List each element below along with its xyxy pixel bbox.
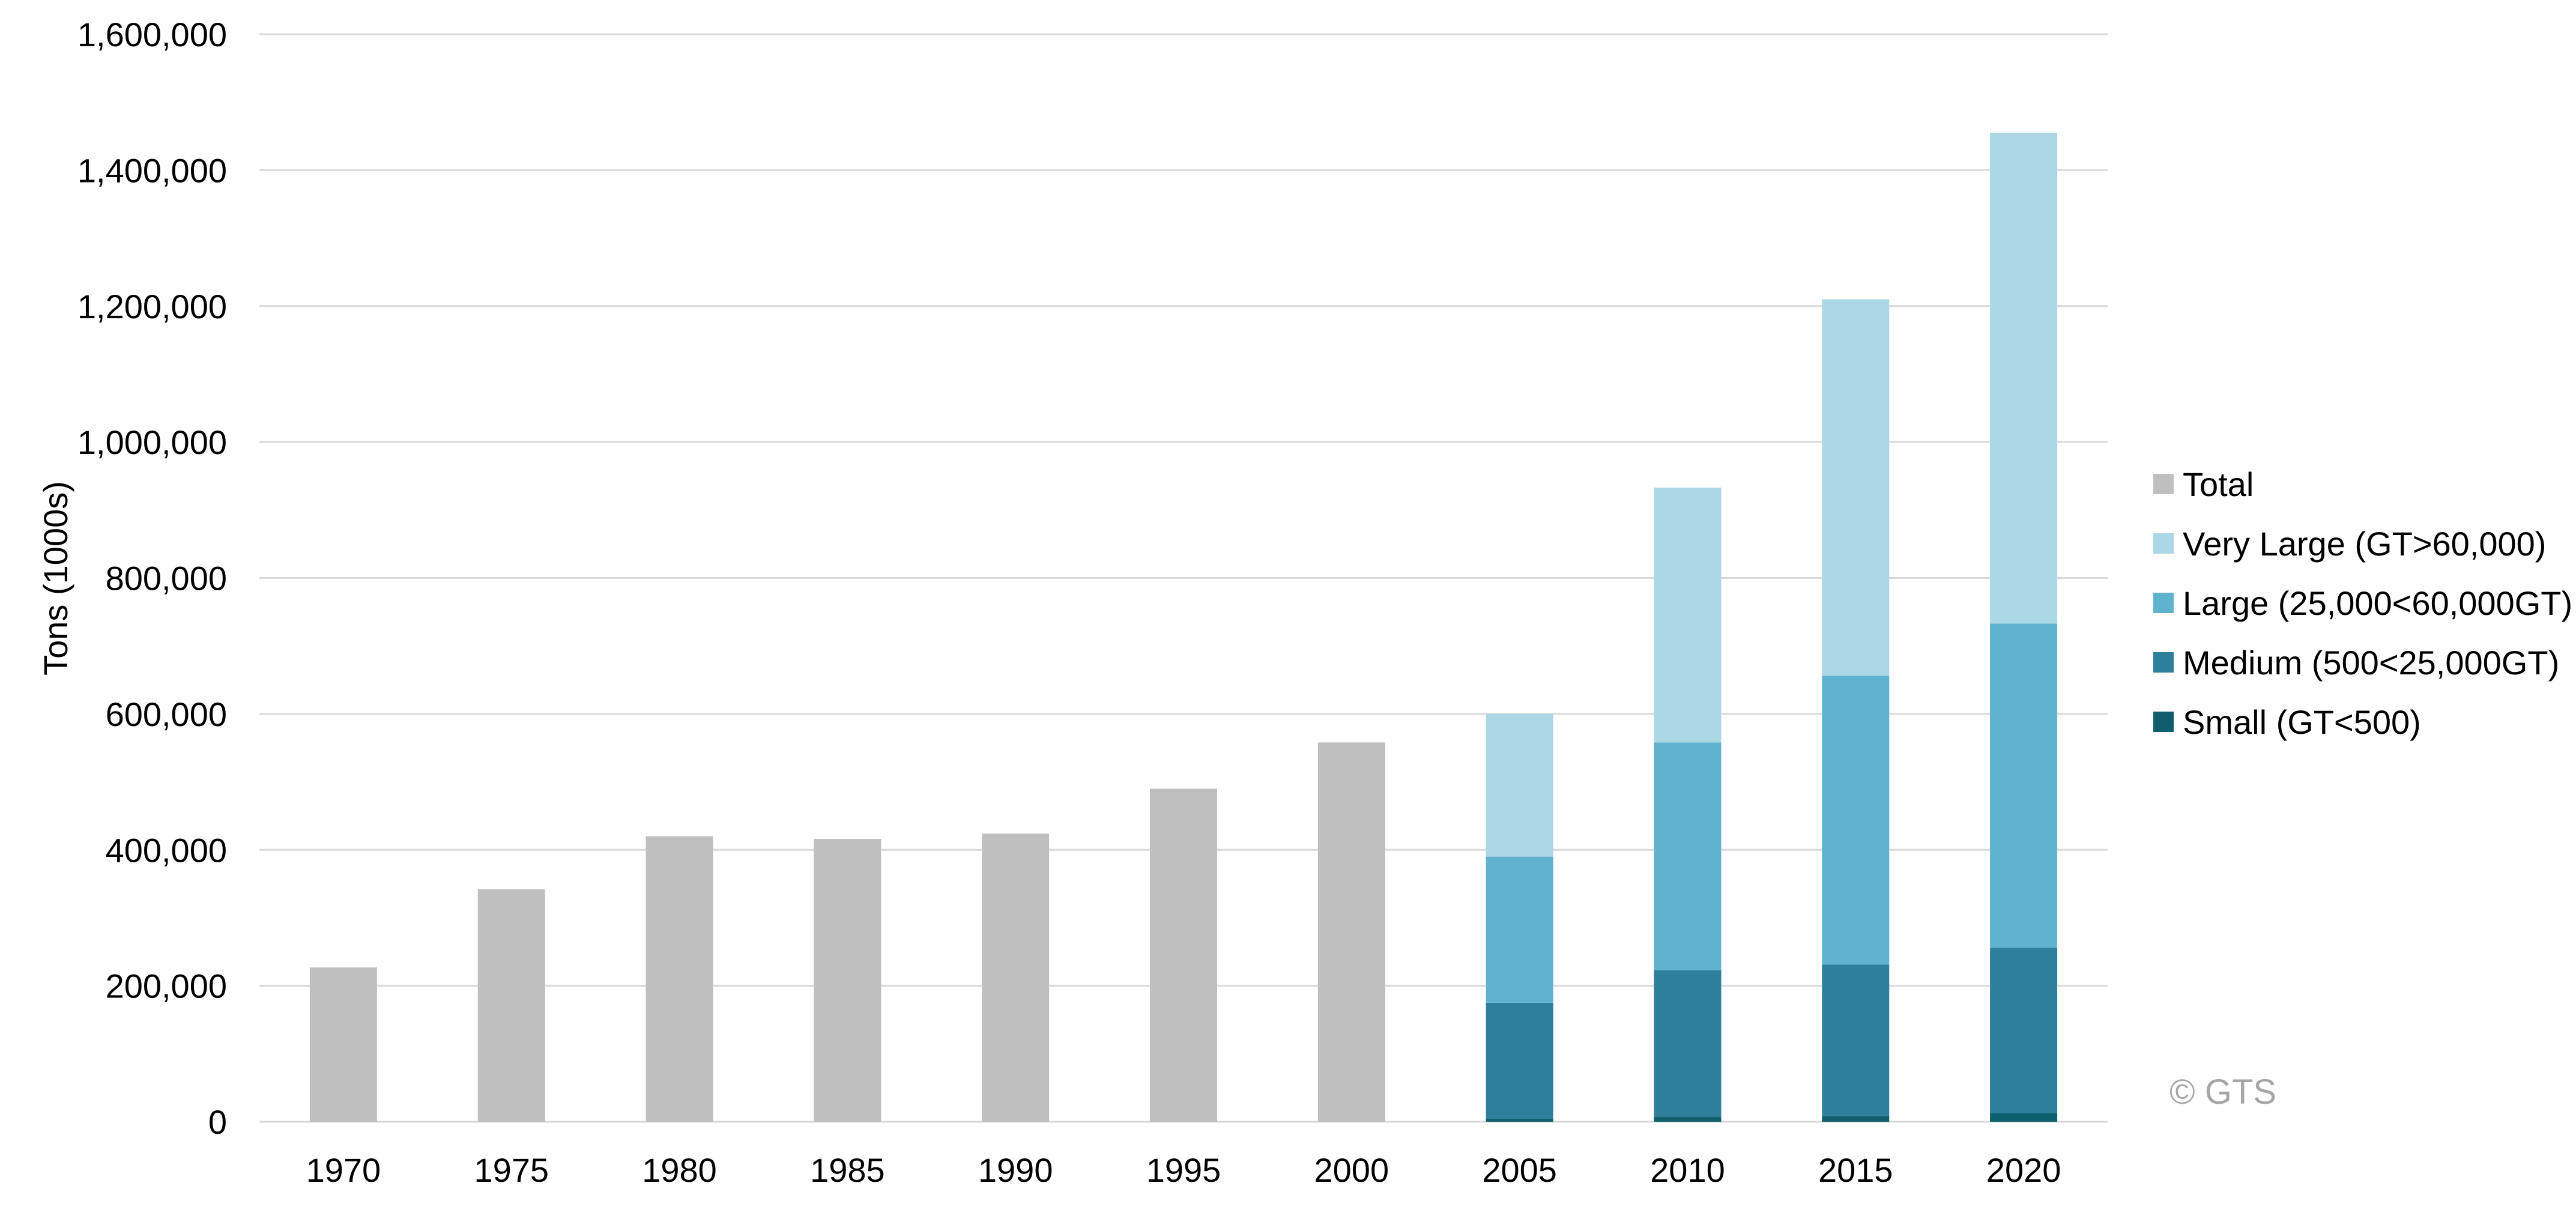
bar-2005-large-25-000-60-000gt	[1486, 856, 1553, 1003]
x-axis-ticks: 1970 1975 1980 1985 1990 1995 2000 2005 2010 2015…	[306, 1151, 2061, 1189]
y-tick-label: 600,000	[106, 695, 227, 733]
bar-1985-total	[814, 839, 881, 1122]
x-tick-label: 1985	[810, 1151, 885, 1189]
bar-2010-very-large-gt-60-000	[1654, 487, 1722, 743]
x-tick-label: 1980	[642, 1151, 717, 1189]
y-tick-label: 400,000	[106, 831, 227, 869]
bar-2020-medium-500-25-000gt	[1990, 948, 2058, 1113]
x-tick-label: 1995	[1146, 1151, 1221, 1189]
bar-2020-large-25-000-60-000gt	[1990, 623, 2058, 948]
legend-label-medium-500-25-000gt: Medium (500<25,000GT)	[2183, 644, 2559, 682]
bar-2005-medium-500-25-000gt	[1486, 1002, 1553, 1119]
legend: Total Very Large (GT>60,000) Large (25,000…	[2153, 465, 2572, 741]
bar-2020-small-gt-500	[1990, 1113, 2058, 1122]
y-tick-label: 1,000,000	[77, 423, 227, 461]
y-tick-label: 1,600,000	[77, 16, 227, 53]
legend-swatch-total	[2153, 474, 2174, 494]
bar-2005-very-large-gt-60-000	[1486, 713, 1553, 857]
legend-swatch-small-gt-500	[2153, 712, 2174, 732]
y-axis-title: Tons (1000s)	[37, 481, 74, 676]
legend-label-very-large-gt-60-000: Very Large (GT>60,000)	[2183, 525, 2546, 563]
legend-swatch-medium-500-25-000gt	[2153, 652, 2174, 673]
y-tick-label: 0	[208, 1103, 227, 1141]
gridlines	[259, 33, 2108, 1123]
bar-2015-large-25-000-60-000gt	[1822, 676, 1890, 965]
legend-swatch-large-25-000-60-000gt	[2153, 593, 2174, 613]
legend-label-small-gt-500: Small (GT<500)	[2183, 703, 2421, 741]
bar-1995-total	[1150, 788, 1217, 1122]
x-tick-label: 1975	[474, 1151, 549, 1189]
x-tick-label: 2000	[1314, 1151, 1389, 1189]
x-tick-label: 1990	[978, 1151, 1053, 1189]
x-tick-label: 2005	[1482, 1151, 1557, 1189]
bar-2015-very-large-gt-60-000	[1822, 299, 1890, 676]
x-tick-label: 2010	[1650, 1151, 1725, 1189]
legend-label-large-25-000-60-000gt: Large (25,000<60,000GT)	[2183, 584, 2572, 622]
copyright-watermark: © GTS	[2169, 1072, 2276, 1112]
legend-swatch-very-large-gt-60-000	[2153, 533, 2174, 554]
bar-2010-medium-500-25-000gt	[1654, 970, 1722, 1118]
bars	[309, 133, 2058, 1122]
x-tick-label: 2020	[1986, 1151, 2061, 1189]
bar-1980-total	[646, 836, 713, 1122]
y-tick-label: 1,200,000	[77, 288, 227, 325]
bar-1970-total	[309, 967, 377, 1122]
y-axis-ticks: 0 200,000 400,000 600,000 800,000 1,000,000 1,…	[77, 16, 227, 1141]
legend-label-total: Total	[2183, 465, 2254, 503]
y-tick-label: 1,400,000	[77, 151, 227, 189]
bar-2015-medium-500-25-000gt	[1822, 964, 1890, 1116]
x-tick-label: 1970	[306, 1151, 381, 1189]
bar-2010-small-gt-500	[1654, 1117, 1722, 1122]
bar-2015-small-gt-500	[1822, 1116, 1890, 1122]
y-tick-label: 800,000	[106, 560, 227, 597]
bar-2000-total	[1317, 742, 1385, 1122]
bar-2010-large-25-000-60-000gt	[1654, 742, 1722, 970]
bar-2020-very-large-gt-60-000	[1990, 133, 2058, 624]
bar-2005-small-gt-500	[1486, 1119, 1553, 1122]
y-tick-label: 200,000	[106, 967, 227, 1005]
bar-1990-total	[982, 833, 1050, 1122]
bar-1975-total	[477, 889, 545, 1122]
x-tick-label: 2015	[1818, 1151, 1893, 1189]
